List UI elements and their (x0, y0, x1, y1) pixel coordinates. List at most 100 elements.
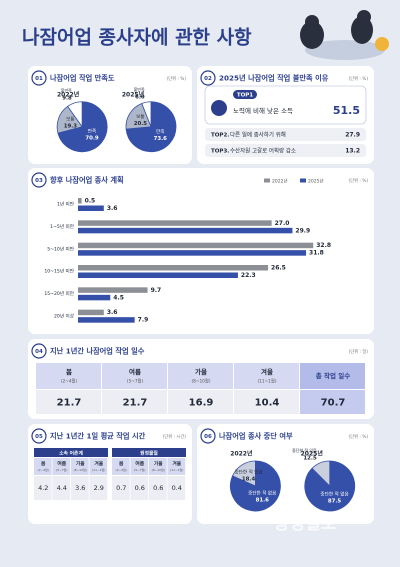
column-value: 21.7 (123, 398, 148, 409)
header-cell (34, 458, 52, 475)
bar (78, 205, 104, 211)
category-label: 20년 이상 (54, 312, 75, 319)
column-months: (5~7월) (56, 467, 67, 472)
reason: 노력에 비해 낮은 소득 (233, 106, 293, 115)
header-cell (168, 363, 233, 389)
bar (78, 272, 238, 278)
panel-title: 향후 나잠어업 종사 계획 (50, 176, 124, 185)
column-months: (2~4월) (116, 467, 127, 472)
pie-year: 2022년 (57, 90, 80, 98)
cell-value: 4.4 (57, 484, 67, 492)
pie-year: 2025년 (301, 450, 324, 458)
header-cell (36, 363, 101, 389)
column-name: 겨울 (172, 460, 181, 467)
slice-value: 81.6 (256, 497, 270, 503)
unit: (단위 : %) (348, 177, 368, 184)
header-cell (167, 458, 186, 475)
badge (31, 172, 47, 188)
reason-value: 27.9 (345, 131, 360, 138)
cell-value: 2.9 (94, 484, 104, 492)
header-cell (89, 458, 108, 475)
reason-row (205, 128, 366, 141)
value-cell (112, 476, 130, 500)
legend-label: 2025년 (308, 177, 324, 184)
pie-slice (232, 460, 256, 487)
header-cell (102, 363, 167, 389)
column-name: 봄 (66, 367, 72, 376)
value-cell (234, 390, 299, 414)
reason-value: 51.5 (333, 104, 360, 117)
page-title: 나잠어업 종사자에 관한 사항 (22, 27, 252, 49)
value-cell (89, 476, 108, 500)
slice-category: 중단한 적 있음 (234, 469, 262, 476)
legend-swatch (264, 178, 270, 183)
panel-title: 나잠어업 작업 만족도 (50, 74, 115, 83)
badge (31, 70, 47, 86)
column-months: (8~10월) (152, 467, 165, 472)
bar-value: 3.6 (107, 205, 118, 212)
slice-value: 9.8 (62, 95, 72, 101)
badge-number: 01 (35, 76, 43, 82)
category-label: 5~10년 미만 (47, 245, 75, 252)
group-bar (34, 448, 108, 457)
group-name: 소속 어촌계 (59, 449, 83, 456)
cell-value: 0.4 (172, 484, 182, 492)
column-months: (11~1월) (92, 467, 105, 472)
column-name: 여름 (57, 460, 66, 467)
column-months: (11~1월) (170, 467, 183, 472)
pie-slice (141, 101, 152, 127)
legend-swatch (300, 178, 306, 183)
column-months: (5~7월) (127, 378, 144, 385)
bar (78, 227, 293, 234)
column-months: (5~7월) (134, 467, 145, 472)
column-name: 여름 (135, 460, 144, 467)
column-value: 21.7 (57, 398, 82, 409)
group-bar (112, 448, 186, 457)
slice-category: 만족 (88, 127, 96, 134)
column-months: (2~4월) (38, 467, 49, 472)
rank: TOP1 (237, 92, 253, 98)
column-value: 16.9 (189, 398, 214, 409)
column-name: 가을 (76, 460, 85, 467)
legend-label: 2022년 (272, 177, 288, 184)
slice-value: 12.5 (303, 456, 317, 462)
value-cell (71, 476, 89, 500)
column-value: 10.4 (255, 398, 280, 409)
slice-category: 중단한 적 없음 (248, 489, 276, 496)
bar-value: 26.5 (271, 265, 286, 272)
pie-slice (67, 101, 83, 129)
bar-value: 29.9 (295, 227, 310, 234)
unit: (단위 : %) (348, 433, 368, 440)
header-cell (234, 363, 299, 389)
panel-title: 나잠어업 종사 중단 여부 (219, 432, 293, 441)
bar (78, 287, 148, 293)
column-name: 여름 (129, 367, 141, 376)
bar-value: 22.3 (241, 272, 256, 279)
header-cell (300, 363, 365, 389)
header-cell (112, 458, 130, 475)
slice-category: 불만족 (134, 86, 145, 92)
reason: 다른 일에 종사하기 위해 (230, 130, 286, 138)
slice-value: 87.5 (328, 499, 342, 505)
column-name: 가을 (154, 460, 163, 467)
panel-title: 지난 1년간 1일 평균 작업 시간 (50, 432, 146, 441)
slice-value: 18.4 (242, 477, 256, 483)
category-label: 1년 미만 (57, 201, 75, 208)
badge-number: 06 (204, 434, 212, 440)
cell-value: 4.2 (38, 484, 48, 492)
bar (78, 220, 272, 226)
badge (31, 343, 47, 359)
bar-value: 4.5 (113, 294, 124, 301)
category-label: 1~5년 미만 (50, 223, 75, 230)
rank: TOP3. (211, 148, 229, 154)
unit: (단위 : %) (348, 75, 368, 82)
slice-category: 보통 (66, 116, 74, 122)
bar-value: 0.5 (85, 198, 96, 205)
column-name: 봄 (41, 460, 46, 467)
bar-value: 27.0 (275, 220, 290, 227)
bar-value: 32.8 (316, 242, 331, 249)
panel-title: 지난 1년간 나잠어업 작업 일수 (50, 347, 145, 356)
value-cell (34, 476, 52, 500)
group-name: 원정물질 (140, 449, 158, 456)
